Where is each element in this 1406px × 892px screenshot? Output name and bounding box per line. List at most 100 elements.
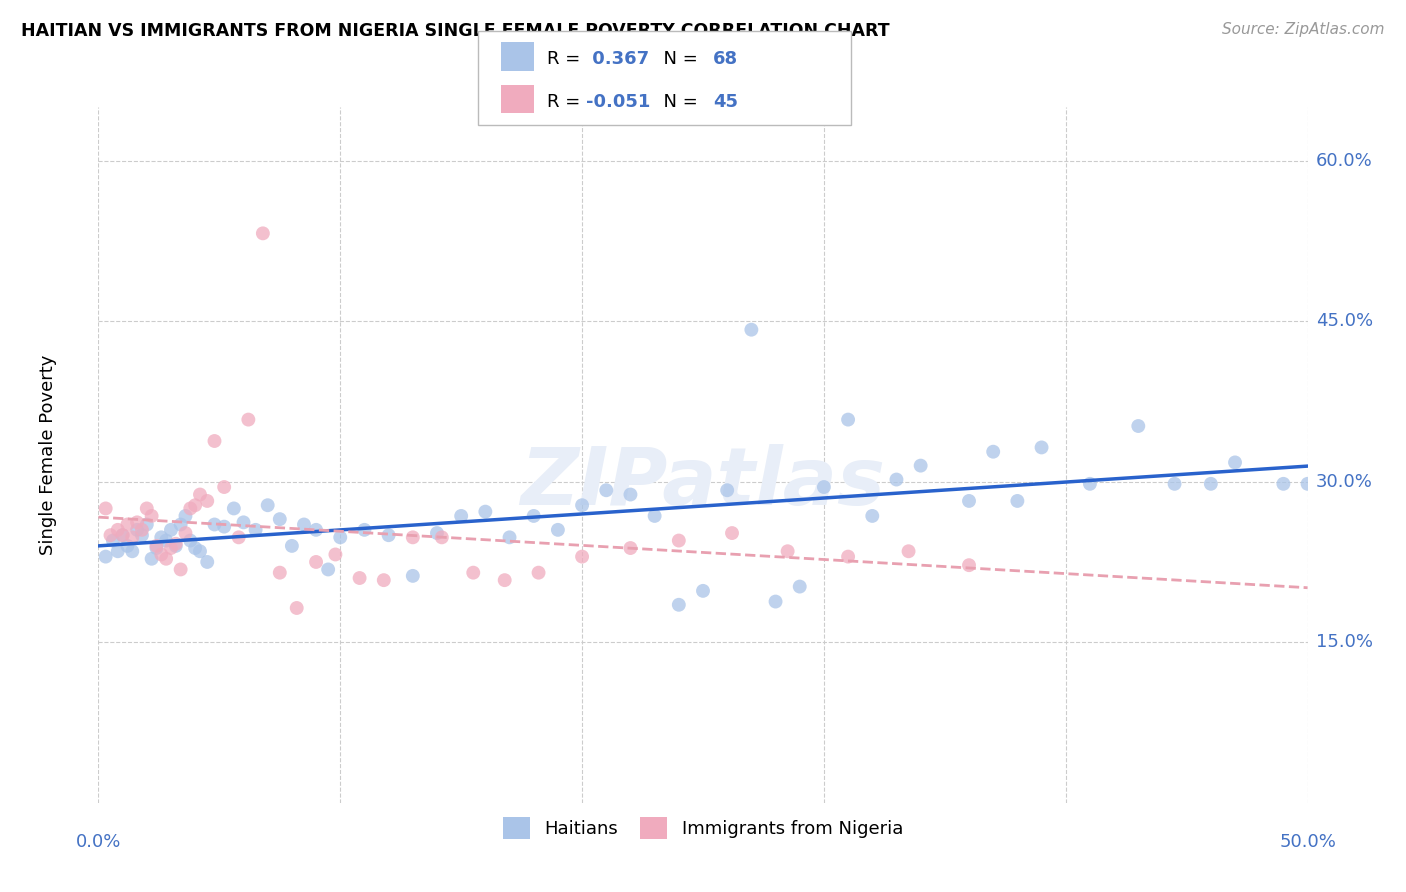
Point (721, 526, 744, 541)
Point (498, 530, 520, 544)
Point (349, 571, 371, 585)
Point (523, 508, 546, 523)
Text: 0.0%: 0.0% (76, 833, 121, 851)
Text: Single Female Poverty: Single Female Poverty (38, 355, 56, 555)
Point (150, 530, 173, 544)
Point (169, 517, 191, 532)
Text: -0.051: -0.051 (586, 93, 651, 111)
Point (204, 517, 226, 532)
Point (886, 473, 908, 487)
Point (127, 523, 149, 537)
Point (269, 512, 291, 526)
Point (252, 227, 274, 241)
Point (281, 539, 304, 553)
Point (740, 323, 762, 337)
Point (402, 569, 425, 583)
Point (94, 501, 117, 516)
Point (141, 551, 163, 566)
Point (131, 523, 153, 537)
Point (305, 555, 328, 569)
Point (897, 544, 920, 558)
Point (100, 528, 122, 542)
Point (474, 505, 496, 519)
Point (1223, 455, 1246, 469)
Point (813, 480, 835, 494)
Point (204, 434, 226, 448)
Point (285, 601, 308, 615)
Point (101, 533, 124, 548)
Point (571, 549, 593, 564)
Point (188, 544, 211, 558)
Text: 45: 45 (713, 93, 738, 111)
Point (131, 528, 153, 542)
Point (135, 517, 157, 532)
Point (1128, 419, 1150, 434)
Point (169, 562, 191, 576)
Point (981, 444, 1004, 458)
Point (145, 539, 167, 553)
Point (692, 583, 714, 598)
Point (111, 528, 134, 542)
Point (860, 508, 883, 523)
Point (188, 487, 211, 501)
Point (430, 530, 453, 544)
Point (141, 508, 163, 523)
Point (212, 480, 235, 494)
Text: 60.0%: 60.0% (1316, 152, 1372, 169)
Point (353, 523, 375, 537)
Point (174, 508, 197, 523)
Point (789, 580, 811, 594)
Point (184, 498, 207, 512)
Point (377, 528, 399, 542)
Point (329, 530, 352, 544)
Point (107, 523, 129, 537)
Point (619, 487, 641, 501)
Point (160, 541, 183, 555)
Point (1272, 476, 1295, 491)
Point (1031, 441, 1053, 455)
Point (595, 483, 617, 498)
Point (837, 412, 859, 426)
Text: N =: N = (652, 93, 704, 111)
Point (179, 533, 201, 548)
Point (160, 523, 183, 537)
Text: 15.0%: 15.0% (1316, 633, 1372, 651)
Point (256, 498, 278, 512)
Text: R =: R = (547, 93, 586, 111)
Point (179, 501, 201, 516)
Point (117, 517, 139, 532)
Point (117, 539, 139, 553)
Point (232, 516, 254, 530)
Point (1163, 476, 1185, 491)
Point (150, 548, 173, 562)
Text: 0.367: 0.367 (586, 51, 650, 69)
Point (195, 555, 218, 569)
Point (527, 566, 550, 580)
Point (765, 594, 787, 608)
Text: 45.0%: 45.0% (1316, 312, 1374, 330)
Point (547, 523, 569, 537)
Point (212, 519, 235, 533)
Point (155, 551, 177, 566)
Point (316, 562, 339, 576)
Point (402, 530, 425, 544)
Point (644, 508, 666, 523)
Point (111, 528, 134, 542)
Point (107, 544, 129, 558)
Point (305, 523, 328, 537)
Point (1078, 476, 1101, 491)
Point (165, 537, 187, 551)
Point (619, 541, 641, 555)
Point (228, 530, 250, 544)
Point (127, 516, 149, 530)
Point (145, 541, 167, 555)
Point (238, 412, 260, 426)
Point (292, 517, 315, 532)
Text: R =: R = (547, 51, 586, 69)
Point (426, 526, 449, 541)
Legend: Haitians, Immigrants from Nigeria: Haitians, Immigrants from Nigeria (496, 809, 910, 846)
Text: 50.0%: 50.0% (1279, 833, 1336, 851)
Point (450, 508, 472, 523)
Point (195, 494, 218, 508)
Text: HAITIAN VS IMMIGRANTS FROM NIGERIA SINGLE FEMALE POVERTY CORRELATION CHART: HAITIAN VS IMMIGRANTS FROM NIGERIA SINGL… (21, 22, 890, 40)
